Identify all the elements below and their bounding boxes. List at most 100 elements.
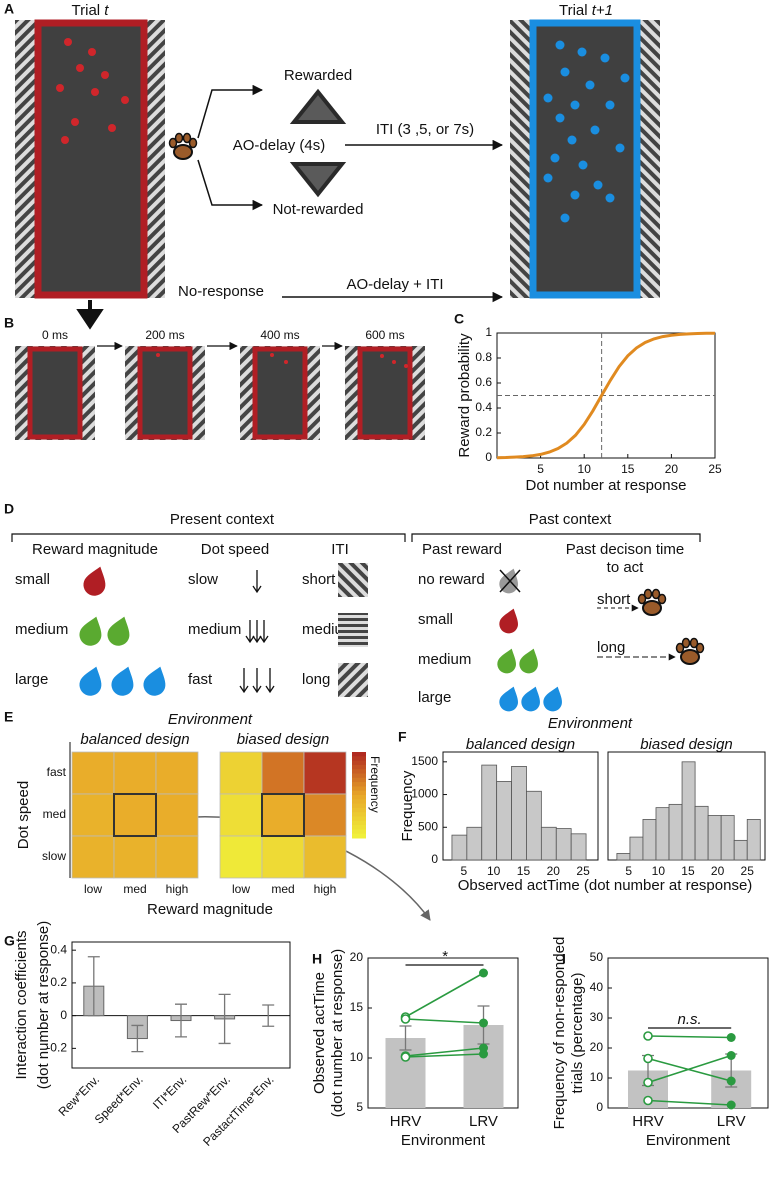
environment-title: Environment [548,715,633,732]
drop [543,686,562,712]
panel-label: G [4,933,15,949]
panel-label: A [4,1,14,17]
dot [392,360,396,364]
level-label: long [597,639,625,656]
dot [567,135,577,145]
triangle-down [289,162,347,198]
panel-label: F [398,729,407,745]
colorbar-step [352,773,366,779]
x-tick-label: med [123,882,146,896]
dot [560,67,570,77]
frame-time: 0 ms [42,328,68,342]
error-bar [131,1024,144,1053]
y-axis-title: Frequency of non-responded [551,937,568,1130]
subject-line [647,1054,732,1084]
histogram-bar [642,819,657,861]
paw-icon [168,132,198,160]
y-tick-label: 5 [356,1100,363,1114]
y-tick-label: 10 [590,1070,604,1084]
x-axis-title: Environment [401,1132,486,1149]
y-tick-label: med [43,807,66,821]
heatmap-cell [261,793,305,837]
colorbar-step [352,795,366,800]
colorbar-label: Frequency [368,756,382,813]
subtitle: biased design [237,731,330,748]
x-tick-label: high [166,882,189,896]
drop [79,616,102,646]
dot [156,353,160,357]
histogram-bar [496,781,512,861]
histogram-bar [616,853,631,861]
subject-point [726,1076,736,1086]
y-tick-label: slow [42,849,66,863]
dot [284,360,288,364]
dot [605,193,615,203]
subject-line [405,1018,484,1024]
y-axis-title: Reward probability [456,333,473,458]
subject-point [643,1095,653,1106]
drop [497,648,516,674]
drop [83,566,106,596]
dot [91,88,99,96]
frame-screen [137,346,193,440]
x-tick-label: 20 [665,462,679,476]
panel-label: C [454,311,464,327]
factor-heading: Dot speed [201,541,269,558]
level-label: medium [188,621,241,638]
colorbar-step [352,829,366,835]
heatmap-cell [303,751,347,795]
curve [496,331,715,460]
level-label: no reward [418,571,485,588]
dot [121,96,129,104]
x-tick-label: ITI*Env. [150,1072,189,1111]
dot [605,100,615,110]
x-tick-label: 5 [625,864,632,878]
dots [56,38,630,223]
x-tick-label: 15 [681,864,695,878]
x-tick-label: 10 [652,864,666,878]
y-axis-title: Frequency [399,770,416,841]
x-tick-label: 25 [576,864,590,878]
level-label: short [597,591,631,608]
subject-line [647,1099,732,1106]
trial-title: Trial t+1 [559,2,613,19]
histogram-bar [555,828,572,861]
histogram-bar [451,834,468,861]
drop [111,666,134,696]
y-axis-title: (dot number at response) [329,949,346,1117]
histogram-bar [733,839,748,861]
paw-icon [637,588,667,616]
factor-heading: to act [607,559,645,576]
colorbar-step [352,756,366,762]
colorbar-step [352,825,366,830]
x-tick-label: 5 [461,864,468,878]
y-tick-label: 30 [590,1010,604,1024]
subject-point [726,1100,736,1110]
dot [590,125,600,135]
trial-prefix: Trial [559,2,592,19]
y-tick-label: fast [47,765,67,779]
trial-title: Trial t [72,2,110,19]
x-tick-label: 10 [578,462,592,476]
colorbar-step [352,816,366,822]
heatmap-cell [71,835,115,879]
speed-arrow [245,620,255,644]
x-axis-title: Observed actTime (dot number at response… [458,877,753,894]
y-tick-label: 20 [590,1040,604,1054]
frames: 0 ms 200 ms 400 ms 600 ms [15,328,425,440]
context-heading: Present context [170,511,275,528]
frame-screen [27,346,83,440]
dot [600,53,610,63]
speed-arrow [252,668,262,694]
colorbar-step [352,777,366,783]
speed-arrow [265,668,275,694]
histogram-bar [629,836,644,861]
histogram-bar [466,826,483,861]
iti-icon [338,563,368,597]
heatmap-cell [71,793,115,837]
x-tick-label: 25 [741,864,755,878]
highlight-box [113,793,157,837]
arrow [197,84,264,139]
x-tick-label: 15 [517,864,531,878]
colorbar-step [352,764,366,770]
